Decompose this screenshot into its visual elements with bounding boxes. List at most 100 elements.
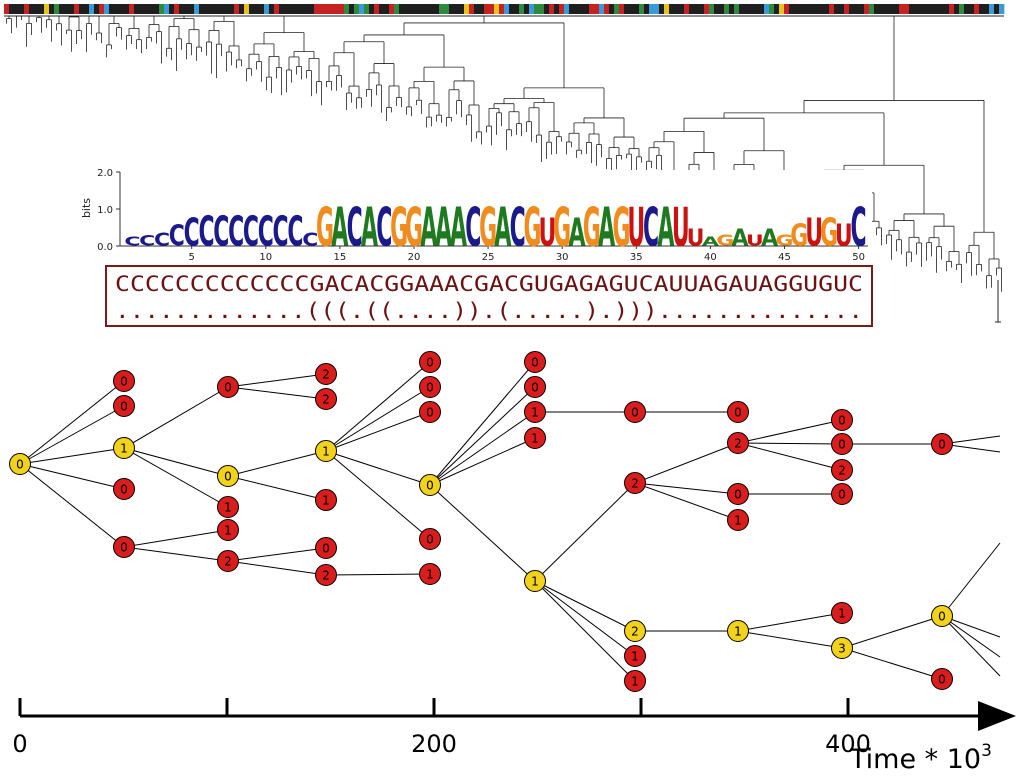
leaf-color-cell [499,4,505,14]
leaf-color-cell [954,4,960,14]
leaf-color-cell [109,4,115,14]
leaf-color-cell [394,4,400,14]
leaf-color-cell [509,4,515,14]
leaf-color-cell [159,4,165,14]
lineage-node-label: 0 [224,381,232,395]
leaf-color-cell [204,4,210,14]
leaf-color-cell [179,4,185,14]
lineage-node-circle [727,509,749,531]
lineage-node-label: 0 [16,458,24,472]
leaf-color-cell [899,4,905,14]
leaf-color-cell [279,4,285,14]
lineage-nodes: 0 0 0 1 0 0 0 0 1 1 2 2 2 1 1 0 2 0 0 0 0 0 1 0 0 1 1 1 0 2 2 1 1 0 2 0 1 1 0 0… [9,351,953,692]
leaf-color-cell [494,4,500,14]
lineage-node-circle [624,620,646,642]
leaf-color-cell [249,4,255,14]
lineage-edge [841,615,943,649]
leaf-color-cell [889,4,895,14]
leaf-color-cell [444,4,450,14]
leaf-color-cell [304,4,310,14]
lineage-node-circle [524,376,546,398]
leaf-color-cell [879,4,885,14]
logo-letter: G [390,196,408,259]
leaf-color-cell [764,4,770,14]
leaf-color-cell [349,4,355,14]
logo-letter: G [775,232,793,250]
lineage-node-label: 0 [531,356,539,370]
leaf-color-cell [149,4,155,14]
lineage-edge [227,450,327,477]
logo-x-tick-label: 5 [189,252,195,263]
lineage-node: 2 [624,620,646,642]
leaf-color-cell [139,4,145,14]
lineage-node: 1 [217,496,239,518]
lineage-node: 0 [217,465,239,487]
lineage-node-label: 0 [838,414,846,428]
lineage-node-circle [217,550,239,572]
logo-letter: A [331,196,348,259]
logo-letter: C [169,220,185,252]
lineage-node: 1 [315,489,337,511]
leaf-color-cell [999,4,1005,14]
leaf-color-cell [19,4,25,14]
lineage-node: 1 [217,519,239,541]
leaf-color-bar [4,4,1005,14]
lineage-node-circle [315,388,337,410]
leaf-color-cell [539,4,545,14]
lineage-node-circle [524,351,546,373]
lineage-node: 0 [624,401,646,423]
lineage-node-label: 0 [938,438,946,452]
lineage-edge [227,560,327,576]
leaf-color-cell [724,4,730,14]
leaf-color-cell [234,4,240,14]
logo-letter: A [598,196,615,259]
lineage-node-label: 0 [322,542,330,556]
lineage-edge [841,647,943,680]
leaf-color-cell [914,4,920,14]
lineage-node-label: 2 [631,625,639,639]
leaf-color-cell [854,4,860,14]
lineage-node-circle [113,536,135,558]
leaf-color-cell [609,4,615,14]
lineage-node-circle [524,427,546,449]
leaf-color-cell [464,4,470,14]
lineage-node: 0 [217,376,239,398]
leaf-color-cell [54,4,60,14]
lineage-node: 0 [931,668,953,690]
lineage-node-label: 1 [120,442,128,456]
leaf-color-cell [89,4,95,14]
logo-letter: G [790,218,808,254]
leaf-color-cell [759,4,765,14]
lineage-node: 1 [727,620,749,642]
leaf-color-cell [839,4,845,14]
leaf-color-cell [704,4,710,14]
lineage-node-circle [315,537,337,559]
lineage-node-circle [524,401,546,423]
logo-y-tick-label: 2.0 [97,168,113,179]
lineage-edge [325,411,431,452]
leaf-color-cell [404,4,410,14]
logo-letter: C [465,196,481,259]
leaf-color-cell [944,4,950,14]
leaf-color-cell [169,4,175,14]
lineage-edge [325,386,431,452]
leaf-color-cell [174,4,180,14]
leaf-color-cell [979,4,985,14]
leaf-color-cell [84,4,90,14]
leaf-color-cell [984,4,990,14]
lineage-edge [123,546,229,562]
lineage-node-label: 0 [631,406,639,420]
leaf-color-cell [669,4,675,14]
leaf-color-cell [554,4,560,14]
lineage-node-circle [113,437,135,459]
lineage-edge [634,442,739,484]
lineage-edge [19,463,125,490]
lineage-node-label: 1 [224,501,232,515]
logo-letter: C [302,229,318,250]
lineage-node-circle [524,570,546,592]
lineage-node: 0 [9,453,31,475]
lineage-edge [737,442,843,445]
leaf-color-cell [474,4,480,14]
logo-letter: C [213,208,229,255]
